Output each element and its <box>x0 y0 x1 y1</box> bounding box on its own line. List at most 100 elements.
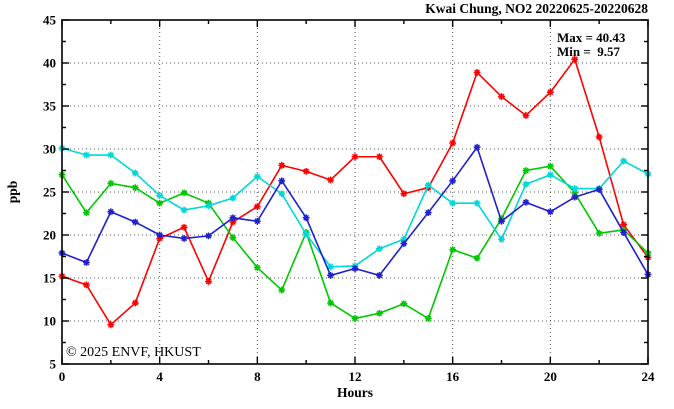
data-point-marker <box>473 254 481 262</box>
y-tick-label: 10 <box>43 314 56 329</box>
y-tick-label: 30 <box>43 142 56 157</box>
data-point-marker <box>351 315 359 322</box>
data-point-marker <box>107 208 115 216</box>
data-point-marker <box>205 278 212 285</box>
data-point-marker <box>229 214 237 222</box>
data-point-marker <box>620 229 627 236</box>
data-point-marker <box>595 229 603 237</box>
data-point-marker <box>131 299 139 307</box>
data-point-marker <box>473 69 481 76</box>
data-point-marker <box>449 177 457 185</box>
data-point-marker <box>156 235 164 242</box>
data-point-marker <box>424 181 432 189</box>
data-point-marker <box>522 180 530 188</box>
data-point-marker <box>498 93 505 100</box>
data-point-marker <box>571 185 579 192</box>
data-point-marker <box>498 217 505 225</box>
x-tick-label: 8 <box>254 369 261 384</box>
data-point-marker <box>400 190 408 198</box>
grid-layer <box>62 20 648 364</box>
data-point-marker <box>449 139 457 147</box>
y-tick-label: 15 <box>43 271 57 286</box>
x-tick-label: 16 <box>446 369 460 384</box>
series-green <box>58 162 652 322</box>
data-point-marker <box>253 173 261 180</box>
data-point-marker <box>83 151 90 159</box>
series-green-line <box>61 165 649 320</box>
data-point-marker <box>327 263 334 271</box>
watermark: © 2025 ENVF, HKUST <box>66 345 201 360</box>
series-cyan-line <box>61 147 649 268</box>
data-point-marker <box>546 208 554 216</box>
data-point-marker <box>156 231 164 239</box>
data-point-marker <box>400 300 408 308</box>
data-point-marker <box>131 169 139 177</box>
x-axis-label: Hours <box>337 385 373 400</box>
data-point-marker <box>376 272 383 279</box>
data-point-marker <box>327 176 334 184</box>
data-point-marker <box>424 209 432 217</box>
data-point-marker <box>156 199 164 207</box>
y-tick-label: 5 <box>50 357 57 372</box>
data-point-marker <box>376 245 383 253</box>
data-point-marker <box>522 167 530 174</box>
data-point-marker <box>620 157 627 165</box>
data-point-marker <box>229 234 237 241</box>
x-tick-label: 24 <box>642 369 656 384</box>
data-point-marker <box>571 189 579 197</box>
x-tick-label: 0 <box>59 369 66 384</box>
chart-title: Kwai Chung, NO2 20220625-20220628 <box>425 1 648 16</box>
min-annotation: Min = 9.57 <box>557 44 621 59</box>
data-point-marker <box>498 235 505 243</box>
x-tick-label: 12 <box>349 369 362 384</box>
series-layer <box>58 55 652 329</box>
data-point-marker <box>351 153 359 161</box>
data-point-marker <box>131 184 139 192</box>
series-cyan <box>58 144 652 271</box>
data-point-marker <box>205 202 212 210</box>
data-point-marker <box>253 264 261 272</box>
data-point-marker <box>156 192 164 199</box>
data-point-marker <box>229 218 237 226</box>
y-tick-label: 40 <box>43 56 56 71</box>
data-point-marker <box>107 151 115 159</box>
data-point-marker <box>278 190 286 198</box>
data-point-marker <box>131 218 139 226</box>
y-tick-label: 20 <box>43 228 56 243</box>
data-point-marker <box>595 186 603 193</box>
data-point-marker <box>107 180 115 187</box>
data-point-marker <box>449 199 457 207</box>
data-point-marker <box>253 217 261 225</box>
data-point-marker <box>546 88 554 96</box>
data-point-marker <box>522 112 530 119</box>
data-point-marker <box>620 221 627 229</box>
data-point-marker <box>180 206 188 214</box>
data-point-marker <box>83 259 90 266</box>
y-axis-label: ppb <box>5 181 20 204</box>
data-point-marker <box>253 203 261 211</box>
data-point-marker <box>278 286 286 294</box>
data-point-marker <box>595 133 603 141</box>
data-point-marker <box>302 167 310 175</box>
data-point-marker <box>278 177 286 185</box>
tick-label-layer: 0 4 8 12 16 20 24 5 10 15 20 25 30 35 40 45 <box>43 13 655 385</box>
x-tick-label: 20 <box>544 369 557 384</box>
data-point-marker <box>302 230 310 238</box>
data-point-marker <box>473 199 481 207</box>
data-point-marker <box>180 189 188 197</box>
data-point-marker <box>522 198 530 206</box>
y-tick-label: 25 <box>43 185 57 200</box>
data-point-marker <box>424 315 432 322</box>
data-point-marker <box>180 235 188 242</box>
data-point-marker <box>376 309 383 317</box>
data-point-marker <box>376 153 383 161</box>
data-point-marker <box>400 240 408 247</box>
data-point-marker <box>327 272 334 279</box>
data-point-marker <box>473 143 481 151</box>
x-tick-label: 4 <box>156 369 163 384</box>
data-point-marker <box>571 55 579 63</box>
data-point-marker <box>83 281 90 289</box>
data-point-marker <box>449 246 457 254</box>
